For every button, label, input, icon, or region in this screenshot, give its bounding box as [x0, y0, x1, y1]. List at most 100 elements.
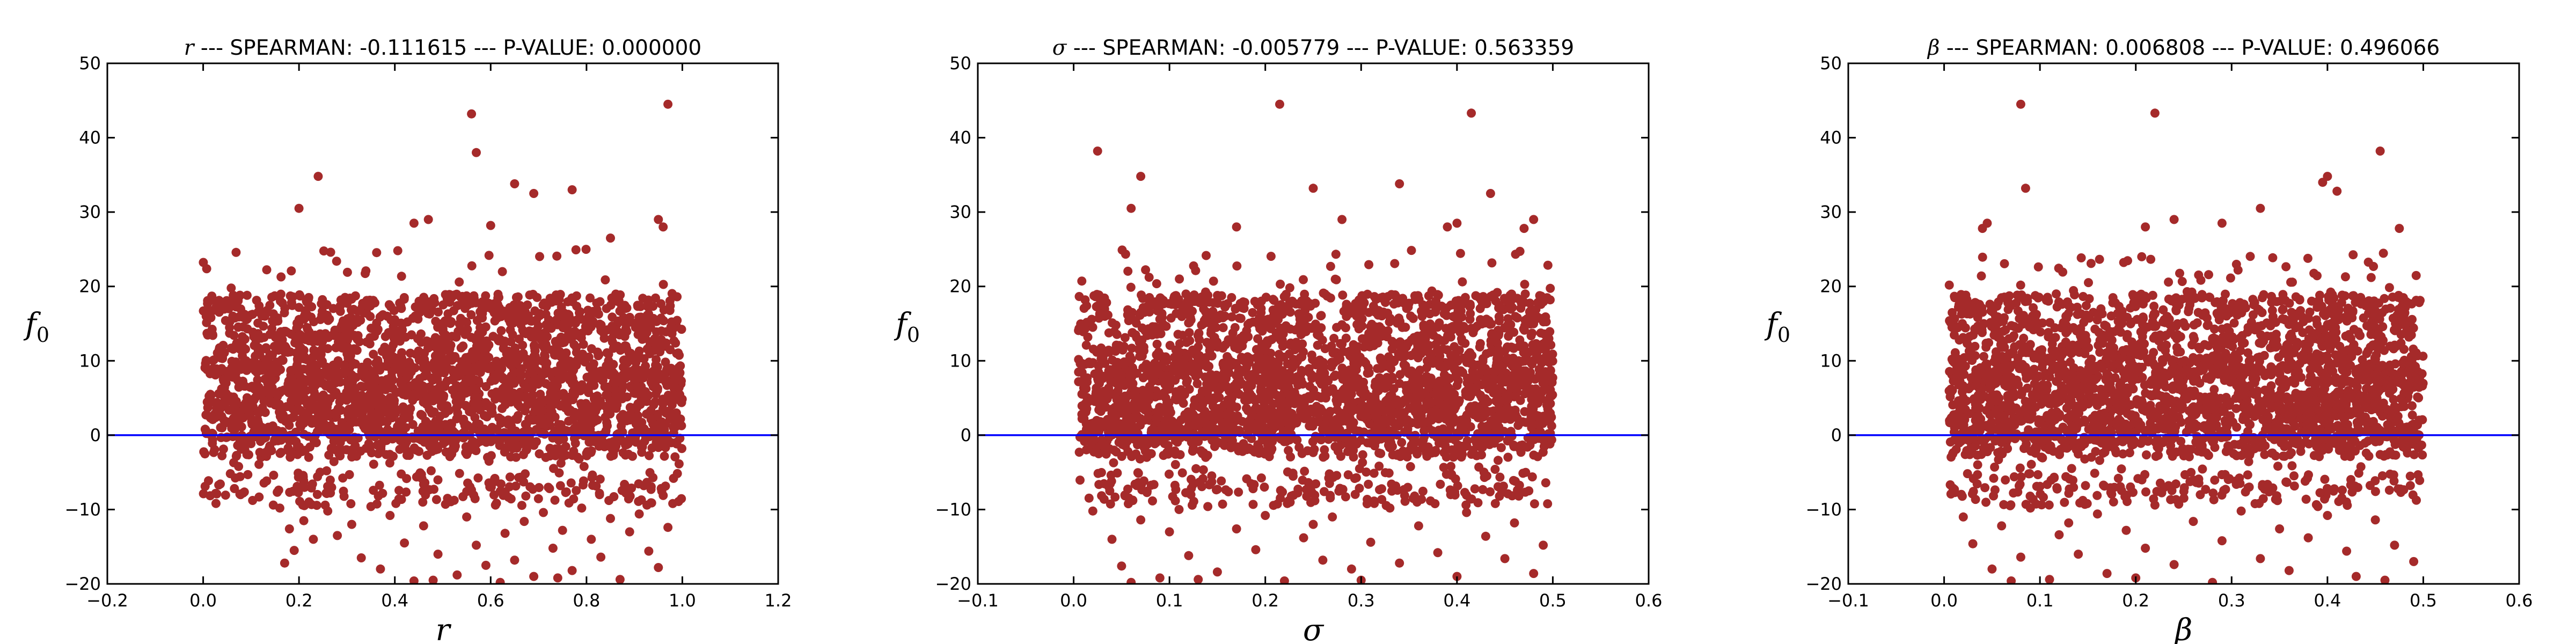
data-point: [1363, 369, 1372, 378]
data-point: [1376, 449, 1386, 458]
data-point: [658, 280, 668, 289]
data-point: [602, 304, 611, 313]
data-point: [619, 416, 628, 426]
x-tick-label: 0.8: [573, 590, 600, 611]
data-point: [223, 367, 232, 376]
data-point: [1546, 385, 1555, 394]
data-point: [555, 481, 565, 491]
data-point: [313, 472, 323, 481]
data-point: [645, 451, 654, 460]
data-point: [1304, 312, 1313, 322]
data-point: [242, 393, 252, 402]
data-point: [268, 350, 277, 360]
data-point: [1285, 308, 1295, 317]
data-point: [439, 358, 449, 368]
data-point: [408, 420, 418, 429]
data-point: [231, 473, 240, 483]
data-point: [211, 499, 221, 508]
data-point: [554, 468, 564, 478]
data-point: [507, 351, 517, 360]
data-point: [296, 406, 306, 416]
data-point: [625, 317, 634, 327]
data-point: [324, 425, 334, 435]
data-point: [1477, 450, 1486, 460]
data-point: [393, 387, 402, 397]
data-point: [296, 375, 305, 385]
data-point: [1296, 353, 1305, 362]
data-point: [634, 346, 644, 356]
data-point: [276, 289, 286, 299]
data-point: [1132, 369, 1141, 378]
data-point: [1135, 311, 1145, 320]
data-point: [1305, 421, 1314, 431]
outlier-point: [644, 546, 654, 556]
data-point: [299, 482, 309, 492]
data-point: [1294, 443, 1304, 452]
data-point: [1387, 344, 1397, 354]
outlier-point: [443, 494, 452, 503]
outlier-point: [548, 544, 558, 553]
data-point: [642, 344, 652, 354]
data-point: [564, 498, 574, 508]
data-point: [475, 332, 485, 341]
data-point: [1218, 323, 1228, 332]
data-point: [218, 444, 228, 454]
outlier-point: [606, 233, 615, 243]
plot-area: [1074, 99, 1557, 584]
data-point: [491, 370, 501, 380]
data-point: [280, 326, 289, 336]
data-point: [448, 365, 457, 375]
data-point: [356, 405, 365, 414]
data-point: [1497, 303, 1506, 313]
data-point: [422, 393, 432, 402]
data-point: [609, 343, 618, 353]
data-point: [203, 403, 213, 413]
data-point: [668, 368, 678, 378]
data-point: [353, 306, 362, 316]
y-tick-label: 30: [79, 202, 101, 222]
data-point: [496, 326, 506, 335]
data-point: [1189, 261, 1198, 270]
data-point: [528, 377, 537, 386]
data-point: [602, 390, 611, 400]
data-point: [401, 487, 411, 497]
outlier-point: [347, 519, 356, 529]
outlier-point: [539, 508, 548, 517]
data-point: [1266, 252, 1276, 261]
data-point: [288, 365, 298, 375]
data-point: [1519, 298, 1529, 307]
data-point: [564, 330, 573, 340]
data-point: [1506, 304, 1516, 314]
outlier-point: [433, 550, 443, 559]
data-point: [487, 408, 497, 418]
data-point: [1494, 312, 1504, 321]
data-point: [608, 367, 617, 377]
data-point: [199, 447, 209, 457]
data-point: [1281, 321, 1291, 331]
data-point: [203, 299, 213, 309]
data-point: [218, 341, 228, 350]
data-point: [1121, 250, 1130, 259]
data-point: [394, 486, 404, 495]
data-point: [441, 330, 450, 340]
data-point: [206, 306, 215, 316]
data-point: [401, 423, 411, 433]
data-point: [1329, 334, 1339, 343]
data-point: [233, 323, 243, 332]
data-point: [323, 371, 333, 381]
data-point: [246, 402, 256, 412]
data-point: [569, 340, 579, 349]
data-point: [1231, 425, 1241, 435]
data-point: [1141, 265, 1151, 275]
data-point: [1077, 276, 1087, 286]
data-point: [674, 459, 684, 469]
data-point: [528, 384, 537, 393]
data-point: [402, 474, 412, 484]
data-point: [479, 356, 488, 365]
data-point: [1314, 331, 1324, 341]
data-point: [378, 310, 388, 319]
data-point: [1460, 339, 1470, 348]
data-point: [445, 290, 455, 299]
outlier-point: [284, 524, 294, 533]
